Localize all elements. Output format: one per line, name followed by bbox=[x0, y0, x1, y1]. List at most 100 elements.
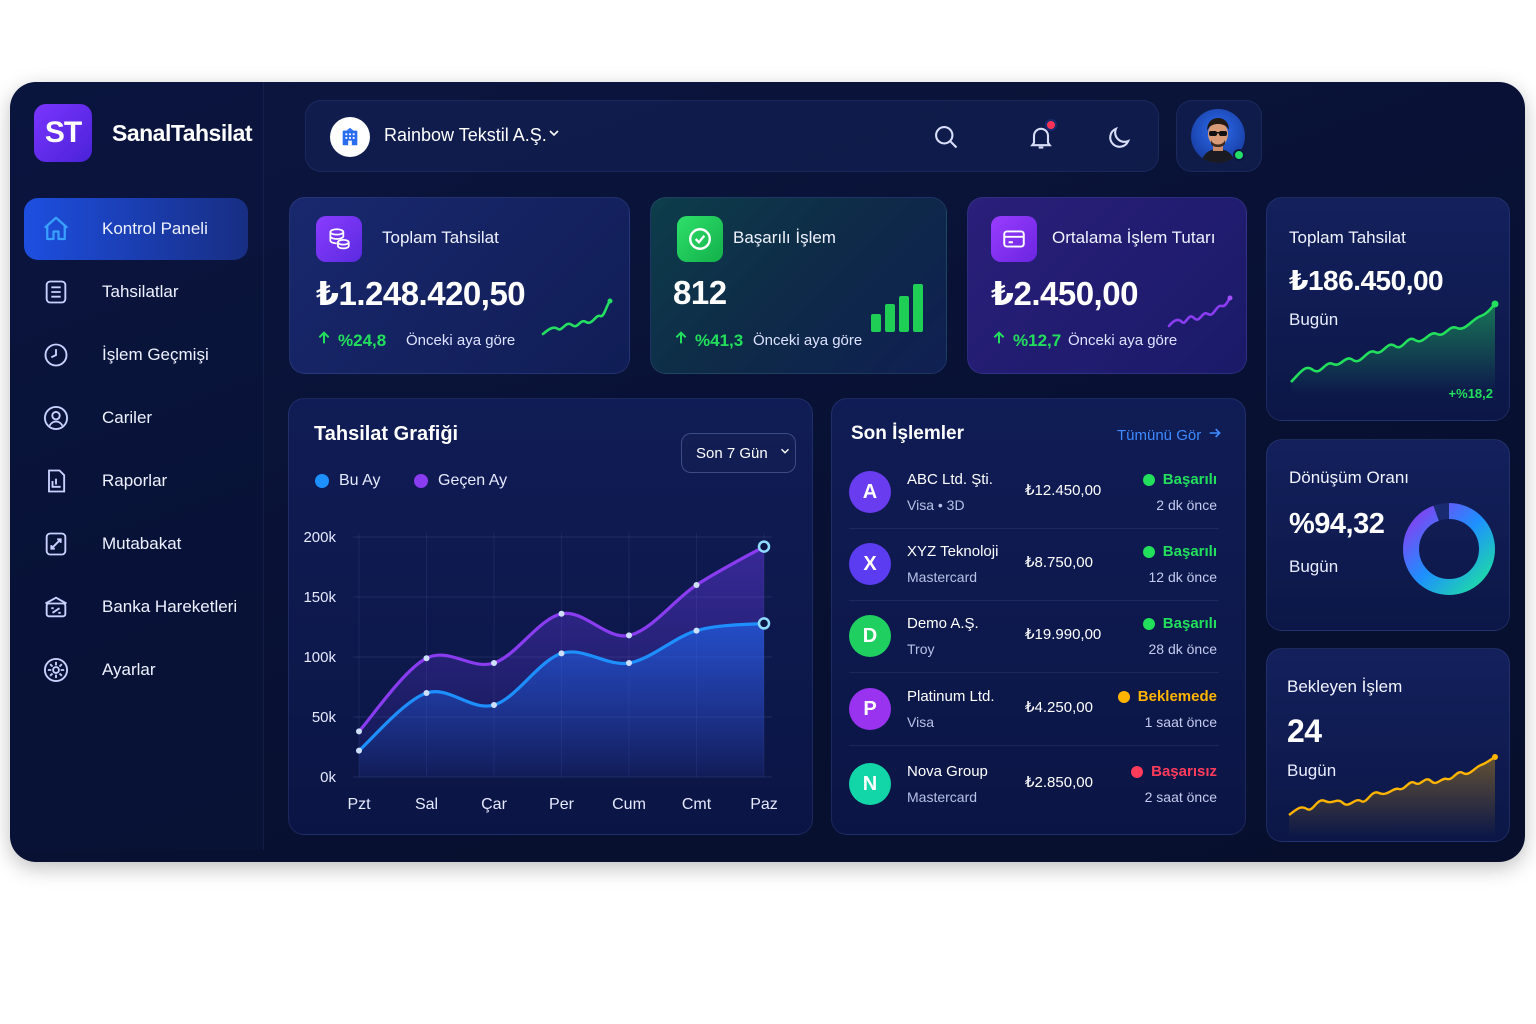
status-dot bbox=[1131, 765, 1144, 778]
bar-sparkline bbox=[871, 284, 923, 332]
data-point bbox=[558, 650, 565, 657]
arrow-up-icon bbox=[991, 330, 1007, 351]
card-icon bbox=[991, 216, 1037, 262]
transaction-row[interactable]: P Platinum Ltd. Visa ₺4.250,00 Beklemede 1 sa… bbox=[849, 674, 1219, 746]
transaction-amount: ₺4.250,00 bbox=[1025, 699, 1093, 716]
transaction-amount: ₺2.850,00 bbox=[1025, 774, 1093, 791]
avatar-initial: D bbox=[862, 624, 878, 647]
stat-card-successful-transactions[interactable]: Başarılı İşlem 812 %41,3 Önceki aya göre bbox=[650, 197, 947, 374]
stat-value: ₺1.248.420,50 bbox=[316, 275, 526, 312]
conversion-rate-card[interactable]: Dönüşüm Oranı %94,32 Bugün bbox=[1266, 439, 1510, 631]
status-dot bbox=[1142, 473, 1155, 486]
daily-collection-card[interactable]: Toplam Tahsilat ₺186.450,00 Bugün +%18,2 bbox=[1266, 197, 1510, 421]
legend-dot bbox=[315, 474, 329, 488]
stat-change-value: %24,8 bbox=[338, 330, 387, 350]
company-selector[interactable]: Rainbow Tekstil A.Ş. bbox=[384, 125, 547, 145]
y-tick-label: 200k bbox=[303, 529, 336, 546]
stat-title: Ortalama İşlem Tutarı bbox=[1052, 228, 1216, 247]
sidebar: ST SanalTahsilat Kontrol Paneli Tahsilat… bbox=[10, 82, 264, 850]
logo[interactable]: ST bbox=[34, 104, 92, 162]
bank-icon bbox=[40, 591, 72, 623]
sidebar-item-cariler[interactable]: Cariler bbox=[24, 387, 248, 449]
top-bar: Rainbow Tekstil A.Ş. bbox=[305, 100, 1159, 172]
view-all-link[interactable]: Tümünü Gör bbox=[1117, 425, 1223, 445]
sidebar-item-label: Mutabakat bbox=[102, 534, 182, 553]
coins-icon bbox=[316, 216, 362, 262]
stat-note: Önceki aya göre bbox=[1068, 332, 1178, 349]
pending-value: 24 bbox=[1287, 713, 1322, 749]
data-point bbox=[757, 540, 771, 553]
status-label: Başarılı bbox=[1162, 615, 1217, 632]
legend-dot bbox=[414, 474, 428, 488]
sparkline-green bbox=[541, 298, 613, 336]
dashboard-window: ST SanalTahsilat Kontrol Paneli Tahsilat… bbox=[10, 82, 1525, 862]
status-dot bbox=[1142, 617, 1155, 630]
legend-label: Geçen Ay bbox=[438, 472, 508, 489]
transaction-amount: ₺8.750,00 bbox=[1025, 554, 1093, 571]
search-icon[interactable] bbox=[930, 121, 962, 153]
avatar-initial: N bbox=[862, 772, 878, 795]
brand-name: SanalTahsilat bbox=[112, 120, 253, 146]
status-badge: Başarısız bbox=[1131, 763, 1217, 780]
series-area bbox=[359, 623, 764, 777]
stat-change-value: %41,3 bbox=[695, 330, 744, 350]
transaction-time: 2 saat önce bbox=[1144, 789, 1217, 805]
status-dot bbox=[1142, 545, 1155, 558]
sidebar-item-ayarlar[interactable]: Ayarlar bbox=[24, 639, 248, 701]
transactions-title: Son İşlemler bbox=[851, 423, 964, 444]
transaction-name: Nova Group bbox=[907, 763, 988, 780]
area-chart: 0k 50k 100k 150k 200k Pzt Sal Çar Per Cum Cmt Paz bbox=[303, 529, 778, 813]
transaction-avatar: A bbox=[849, 471, 891, 513]
transaction-row[interactable]: X XYZ Teknoloji Mastercard ₺8.750,00 Başarıl… bbox=[849, 529, 1219, 601]
legend-item-this-month[interactable]: Bu Ay bbox=[315, 472, 381, 490]
sidebar-item-label: İşlem Geçmişi bbox=[102, 345, 209, 364]
bell-icon[interactable] bbox=[1025, 119, 1057, 153]
conversion-sub: Bugün bbox=[1289, 557, 1339, 576]
data-point bbox=[491, 660, 497, 666]
card-title: Toplam Tahsilat bbox=[1289, 228, 1406, 247]
user-icon bbox=[40, 402, 72, 434]
range-select[interactable]: Son 7 Gün bbox=[681, 433, 796, 473]
arrow-right-icon bbox=[1207, 425, 1223, 445]
status-dot bbox=[1117, 690, 1130, 703]
legend-item-last-month[interactable]: Geçen Ay bbox=[414, 472, 507, 490]
data-point bbox=[626, 632, 632, 639]
sidebar-item-kontrol-paneli[interactable]: Kontrol Paneli bbox=[24, 198, 248, 260]
stat-change: %41,3 bbox=[673, 330, 743, 351]
x-tick-label: Per bbox=[549, 796, 575, 813]
avatar-initial: P bbox=[863, 697, 877, 720]
x-tick-label: Cmt bbox=[682, 796, 712, 813]
data-point bbox=[423, 655, 430, 662]
transaction-method: Troy bbox=[907, 641, 935, 657]
user-menu[interactable] bbox=[1176, 100, 1262, 172]
pending-transactions-card[interactable]: Bekleyen İşlem 24 Bugün bbox=[1266, 648, 1510, 842]
transaction-row[interactable]: N Nova Group Mastercard ₺2.850,00 Başarısız 2… bbox=[849, 749, 1219, 821]
status-label: Başarısız bbox=[1151, 763, 1217, 780]
stat-change: %24,8 bbox=[316, 330, 386, 351]
x-tick-label: Çar bbox=[481, 796, 507, 813]
stat-card-average-amount[interactable]: Ortalama İşlem Tutarı ₺2.450,00 %12,7 Ön… bbox=[967, 197, 1247, 374]
moon-icon[interactable] bbox=[1104, 121, 1136, 153]
daily-change: +%18,2 bbox=[1448, 386, 1493, 401]
status-badge: Başarılı bbox=[1142, 543, 1217, 560]
transaction-time: 1 saat önce bbox=[1144, 714, 1217, 730]
data-point bbox=[356, 728, 362, 735]
transaction-time: 2 dk önce bbox=[1156, 497, 1217, 513]
data-point bbox=[693, 627, 700, 634]
sidebar-item-islem-gecmisi[interactable]: İşlem Geçmişi bbox=[24, 324, 248, 386]
chevron-down-icon[interactable] bbox=[546, 125, 562, 146]
status-label: Başarılı bbox=[1162, 471, 1217, 488]
report-icon bbox=[40, 465, 72, 497]
sidebar-item-banka-hareketleri[interactable]: Banka Hareketleri bbox=[24, 576, 248, 638]
transaction-avatar: P bbox=[849, 688, 891, 730]
sidebar-item-tahsilatlar[interactable]: Tahsilatlar bbox=[24, 261, 248, 323]
data-point bbox=[491, 702, 497, 708]
sidebar-item-raporlar[interactable]: Raporlar bbox=[24, 450, 248, 512]
transaction-row[interactable]: D Demo A.Ş. Troy ₺19.990,00 Başarılı 28 dk ön… bbox=[849, 601, 1219, 673]
x-tick-label: Paz bbox=[750, 796, 778, 813]
status-label: Beklemede bbox=[1137, 688, 1217, 705]
transaction-row[interactable]: A ABC Ltd. Şti. Visa • 3D ₺12.450,00 Başarıl… bbox=[849, 457, 1219, 529]
sidebar-item-mutabakat[interactable]: Mutabakat bbox=[24, 513, 248, 575]
history-icon bbox=[40, 339, 72, 371]
stat-card-total-collection[interactable]: Toplam Tahsilat ₺1.248.420,50 %24,8 Önce… bbox=[289, 197, 630, 374]
